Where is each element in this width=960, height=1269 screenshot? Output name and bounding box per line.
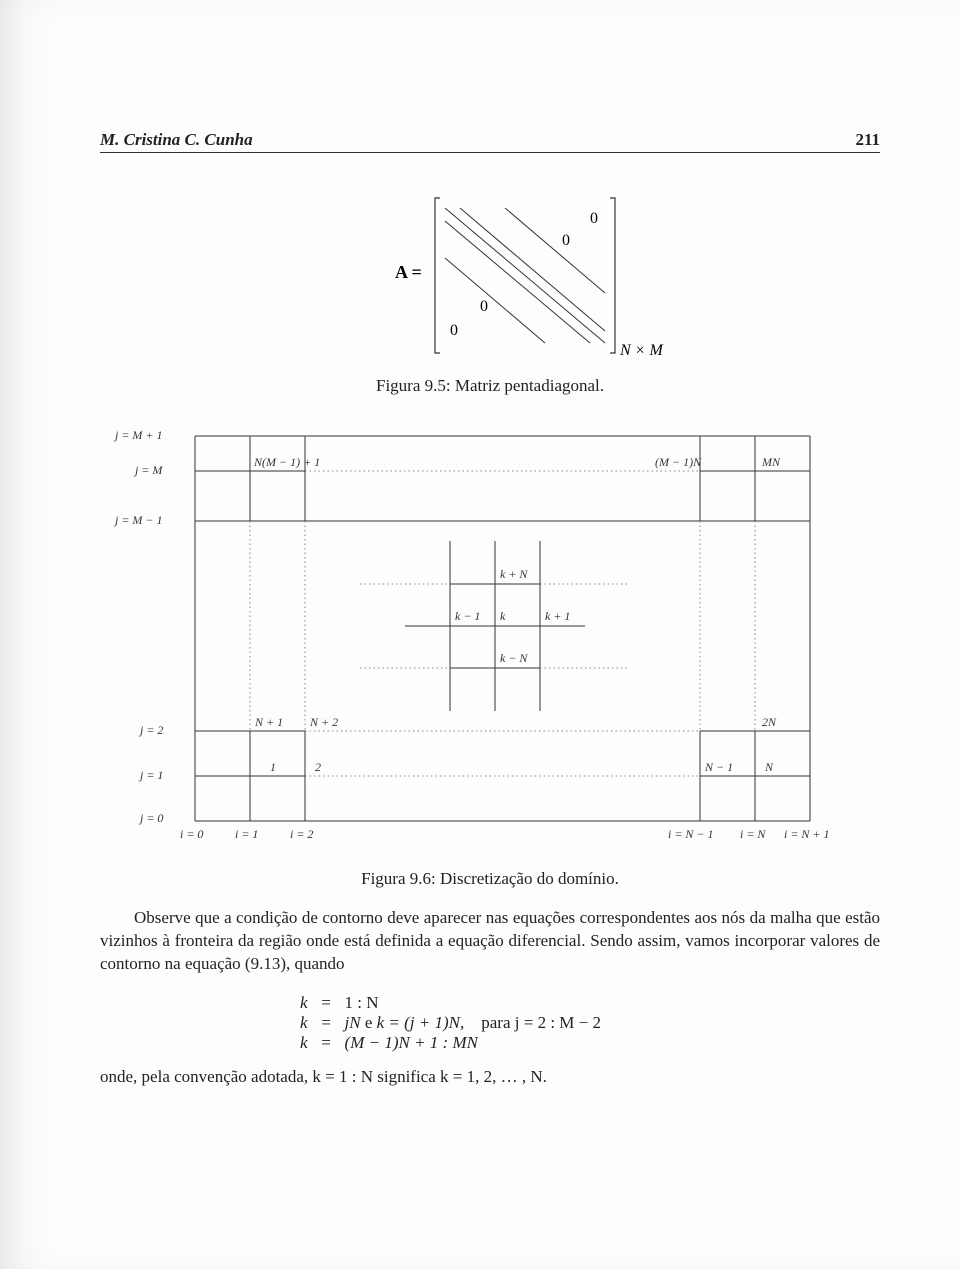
diag-sub-far [445,258,545,343]
node-km1: k − 1 [455,609,480,623]
eq2-cond: para j = 2 : M − 2 [481,1013,601,1032]
bracket-left [435,198,440,353]
author-name: M. Cristina C. Cunha [100,130,253,150]
figure-9-5: A = 0 0 0 0 N × M Figura 9.5: Matriz pen… [100,183,880,396]
grid-svg: j = M + 1 j = M j = M − 1 j = 2 j = 1 j … [100,416,860,856]
eq1-rhs: 1 : N [345,993,379,1012]
label-i2: i = 2 [290,827,313,841]
matrix-dimension: N × M [619,342,664,359]
eq2-rhs-b: k = (j + 1)N, [377,1013,465,1032]
node-Np1: N + 1 [254,715,283,729]
figure-9-6: j = M + 1 j = M j = M − 1 j = 2 j = 1 j … [100,416,880,889]
label-iN: i = N [740,827,766,841]
bracket-right [610,198,615,353]
node-k: k [500,609,506,623]
eq2-lhs: k [300,1013,308,1032]
body-paragraph: Observe que a condição de contorno deve … [100,907,880,976]
node-Nm1: N − 1 [704,760,733,774]
matrix-label-A: A = [395,262,422,282]
zero-top-right: 0 [590,210,598,227]
label-i1: i = 1 [235,827,258,841]
eq-line-1: k = 1 : N [300,993,880,1013]
diag-main [445,208,605,343]
node-kpN: k + N [500,567,528,581]
equations: k = 1 : N k = jN e k = (j + 1)N, para j … [300,993,880,1053]
label-j2: j = 2 [138,723,163,737]
node-1: 1 [270,760,276,774]
node-top-right: MN [761,455,781,469]
label-iNp1: i = N + 1 [784,827,830,841]
eq1-lhs: k [300,993,308,1012]
figure-9-5-caption: Figura 9.5: Matriz pentadiagonal. [100,376,880,396]
figure-9-6-caption: Figura 9.6: Discretização do domínio. [100,869,880,889]
label-iNm1: i = N − 1 [668,827,714,841]
label-j1: j = 1 [138,768,163,782]
eq-line-2: k = jN e k = (j + 1)N, para j = 2 : M − … [300,1013,880,1033]
eq3-rhs: (M − 1)N + 1 : MN [345,1033,478,1052]
node-top-left: N(M − 1) + 1 [253,455,320,469]
page: M. Cristina C. Cunha 211 A = 0 0 0 0 N ×… [0,0,960,1269]
node-Np2: N + 2 [309,715,338,729]
node-2N: 2N [762,715,777,729]
label-jMm1: j = M − 1 [113,513,163,527]
label-jM: j = M [133,463,163,477]
label-jMp1: j = M + 1 [113,428,163,442]
zero-upper: 0 [562,232,570,249]
eq2-rhs-a: jN [345,1013,361,1032]
running-head: M. Cristina C. Cunha 211 [100,130,880,153]
node-kp1: k + 1 [545,609,570,623]
label-i0: i = 0 [180,827,203,841]
closing-line: onde, pela convenção adotada, k = 1 : N … [100,1067,880,1087]
node-kmN: k − N [500,651,528,665]
zero-lower: 0 [480,298,488,315]
label-j0: j = 0 [138,811,163,825]
node-top-mid: (M − 1)N [655,455,702,469]
eq3-lhs: k [300,1033,308,1052]
zero-bottom-left: 0 [450,322,458,339]
eq2-mid: e [361,1013,377,1032]
pentadiagonal-matrix-svg: A = 0 0 0 0 N × M [290,183,690,363]
page-number: 211 [855,130,880,150]
node-N: N [764,760,774,774]
eq-line-3: k = (M − 1)N + 1 : MN [300,1033,880,1053]
node-2: 2 [315,760,321,774]
